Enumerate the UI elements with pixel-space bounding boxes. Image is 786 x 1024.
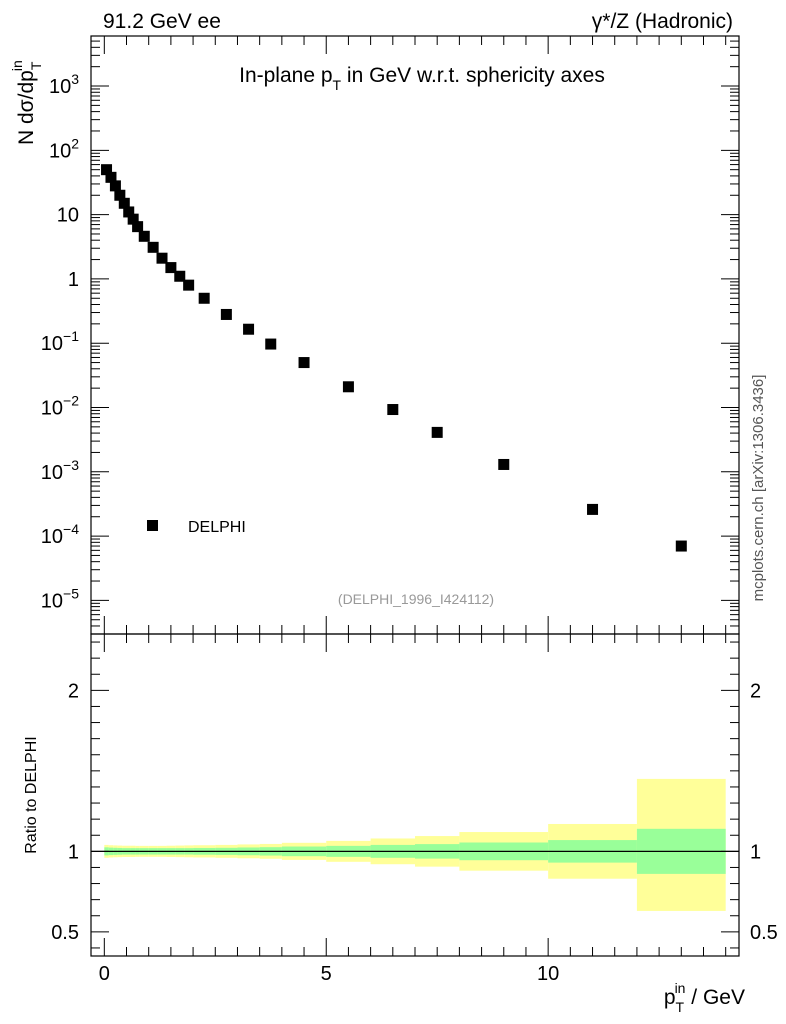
y-tick-label: 10−1 (41, 328, 79, 355)
header-process-label: γ*/Z (Hadronic) (592, 10, 733, 33)
data-point-delphi (132, 221, 144, 233)
data-point-delphi (118, 197, 130, 209)
x-axis-label: pTin / GeV (664, 980, 745, 1015)
y-tick-label: 10 (57, 205, 79, 227)
y-tick-label: 10−3 (41, 457, 79, 484)
data-point-delphi (114, 189, 126, 201)
x-tick-label: 0 (99, 963, 110, 985)
data-point-delphi (265, 338, 277, 350)
data-point-delphi (138, 230, 150, 242)
data-point-delphi (220, 308, 232, 320)
data-point-delphi (387, 404, 399, 416)
data-point-delphi (298, 357, 310, 369)
x-tick-label: 10 (537, 963, 559, 985)
ratio-bands (91, 778, 739, 911)
data-point-delphi (156, 252, 168, 264)
y-tick-label: 10−4 (41, 521, 79, 548)
data-point-delphi (101, 164, 113, 176)
header-energy-label: 91.2 GeV ee (103, 10, 221, 33)
y-tick-label: 102 (49, 135, 79, 162)
plot-title: In-plane pT in GeV w.r.t. sphericity axe… (239, 64, 605, 93)
legend-marker-delphi (147, 520, 158, 531)
legend-label-delphi: DELPHI (188, 519, 246, 536)
ratio-y-tick-label: 1 (68, 841, 79, 863)
data-point-delphi (183, 279, 195, 291)
y-axis-label: N dσ/dpTin (9, 60, 44, 145)
data-point-delphi (127, 213, 139, 225)
data-point-delphi (165, 262, 177, 274)
data-point-delphi (498, 458, 510, 470)
data-point-delphi (109, 180, 121, 192)
y-tick-label: 103 (49, 71, 79, 98)
main-plot-frame (90, 35, 740, 635)
ratio-y-tick-label: 0.5 (51, 922, 79, 944)
data-point-delphi (123, 206, 135, 218)
data-point-delphi (431, 426, 443, 438)
data-point-delphi (342, 381, 354, 393)
ratio-y-axis-label: Ratio to DELPHI (23, 736, 40, 853)
data-point-delphi (174, 270, 186, 282)
analysis-id-annotation: (DELPHI_1996_I424112) (338, 591, 494, 607)
ratio-y-tick-label: 2 (68, 680, 79, 702)
data-point-delphi (587, 503, 599, 515)
data-point-delphi (147, 241, 159, 253)
data-point-delphi (105, 171, 117, 183)
ratio-y-tick-label-right: 2 (750, 680, 761, 702)
data-point-delphi (243, 323, 255, 335)
data-point-delphi (198, 292, 210, 304)
y-tick-label: 10−5 (41, 585, 79, 612)
x-tick-label: 5 (321, 963, 332, 985)
y-tick-label: 1 (68, 269, 79, 291)
data-point-delphi (675, 540, 687, 552)
data-points (101, 164, 687, 552)
ratio-y-tick-label-right: 1 (750, 841, 761, 863)
source-watermark: mcplots.cern.ch [arXiv:1306.3436] (750, 375, 767, 602)
y-tick-label: 10−2 (41, 393, 79, 420)
ratio-y-tick-label-right: 0.5 (750, 922, 778, 944)
